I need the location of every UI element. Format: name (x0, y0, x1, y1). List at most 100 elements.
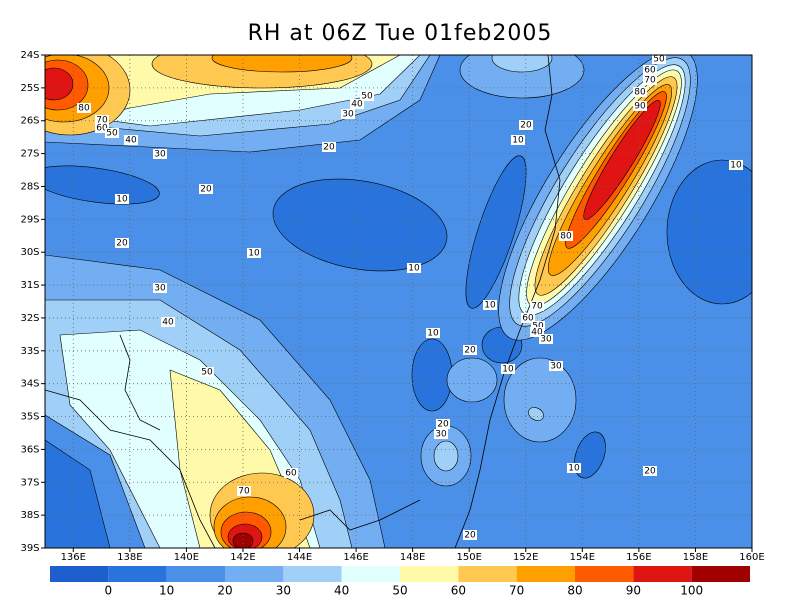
label-box (247, 248, 261, 258)
label-box (559, 231, 573, 241)
contour-label: 30 (540, 335, 552, 345)
label-box (463, 530, 477, 540)
colorbar-label: 30 (276, 584, 291, 598)
label-box (153, 149, 167, 159)
label-box (115, 194, 129, 204)
x-tick-label: 148E (400, 552, 425, 563)
y-tick-label: 25S (20, 83, 39, 94)
label-box (530, 301, 544, 311)
label-box (643, 75, 657, 85)
x-tick-label: 138E (117, 552, 142, 563)
colorbar-label: 80 (567, 584, 582, 598)
contour-labels: 5040308070605040302020102010103040506070… (77, 54, 743, 541)
contour-label: 20 (323, 143, 335, 153)
colorbar-swatch (341, 566, 400, 582)
contour-label: 40 (162, 318, 174, 328)
contour-label: 10 (730, 161, 742, 171)
x-tick-label: 160E (739, 552, 764, 563)
y-tick-label: 32S (20, 313, 39, 324)
label-box (652, 54, 666, 64)
y-tick-label: 29S (20, 214, 39, 225)
contour-label: 60 (96, 124, 108, 134)
contour-label: 20 (464, 346, 476, 356)
label-box (567, 463, 581, 473)
label-box (501, 364, 515, 374)
label-box (426, 328, 440, 338)
y-tick-label: 28S (20, 181, 39, 192)
contour-label: 80 (78, 104, 90, 114)
contour-label: 10 (512, 136, 524, 146)
contour-label: 10 (568, 464, 580, 474)
x-tick-label: 140E (174, 552, 199, 563)
label-box (341, 109, 355, 119)
plot-frame (44, 54, 753, 549)
level-fill (433, 440, 459, 472)
contour-label: 80 (560, 232, 572, 242)
contour-label: 60 (522, 314, 534, 324)
contour-label: 30 (550, 362, 562, 372)
label-box (115, 238, 129, 248)
level-fill (491, 55, 553, 73)
x-tick-label: 142E (230, 552, 255, 563)
label-box (161, 317, 175, 327)
colorbar-label: 100 (680, 584, 703, 598)
contour-label: 90 (634, 102, 646, 112)
y-tick-label: 36S (20, 444, 39, 455)
label-box (199, 184, 213, 194)
level-fill (446, 357, 498, 403)
contour-label: 10 (502, 365, 514, 375)
y-tick-label: 30S (20, 247, 39, 258)
y-tick-label: 33S (20, 346, 39, 357)
contour-label: 50 (361, 92, 373, 102)
colorbar-swatch (516, 566, 575, 582)
contour-label: 70 (238, 487, 250, 497)
colorbar-label: 70 (509, 584, 524, 598)
level-fill (232, 532, 254, 548)
x-tick-label: 146E (343, 552, 368, 563)
label-box (350, 99, 364, 109)
y-tick-label: 34S (20, 379, 39, 390)
colorbar-label: 10 (159, 584, 174, 598)
colorbar-swatch (400, 566, 459, 582)
level-fill (45, 67, 74, 101)
contour-label: 80 (634, 88, 646, 98)
contour-label: 30 (342, 110, 354, 120)
label-box (95, 123, 109, 133)
y-tick-label: 24S (20, 50, 39, 61)
level-fill (583, 100, 661, 220)
level-fill (211, 55, 353, 73)
level-fill (459, 55, 585, 99)
label-box (643, 65, 657, 75)
colorbar-swatch (108, 566, 167, 582)
contour-label: 20 (200, 185, 212, 195)
contour-label: 20 (116, 239, 128, 249)
y-tick-label: 39S (20, 543, 39, 554)
contour-label: 40 (531, 328, 543, 338)
label-box (407, 263, 421, 273)
contour-label: 30 (154, 150, 166, 160)
label-box (530, 327, 544, 337)
colorbar-swatch (458, 566, 517, 582)
contour-label: 20 (644, 467, 656, 477)
contour-label: 70 (96, 116, 108, 126)
y-tick-label: 38S (20, 510, 39, 521)
label-box (483, 300, 497, 310)
contour-label: 50 (653, 55, 665, 65)
label-box (360, 91, 374, 101)
colorbar-swatch (691, 566, 750, 582)
axes: 136E 138E 140E 142E 144E 146E 148E 150E 152E 154E… (20, 50, 764, 563)
label-box (77, 103, 91, 113)
y-tick-label: 37S (20, 477, 39, 488)
label-box (434, 429, 448, 439)
colorbar-swatch (225, 566, 284, 582)
label-box (124, 135, 138, 145)
label-box (237, 486, 251, 496)
colorbar-label: 20 (217, 584, 232, 598)
colorbar-swatch (575, 566, 634, 582)
x-tick-label: 152E (513, 552, 538, 563)
contour-label: 20 (437, 420, 449, 430)
label-box (200, 367, 214, 377)
y-tick-label: 27S (20, 149, 39, 160)
chart-title: RH at 06Z Tue 01feb2005 (248, 21, 553, 46)
contour-label: 20 (520, 121, 532, 131)
